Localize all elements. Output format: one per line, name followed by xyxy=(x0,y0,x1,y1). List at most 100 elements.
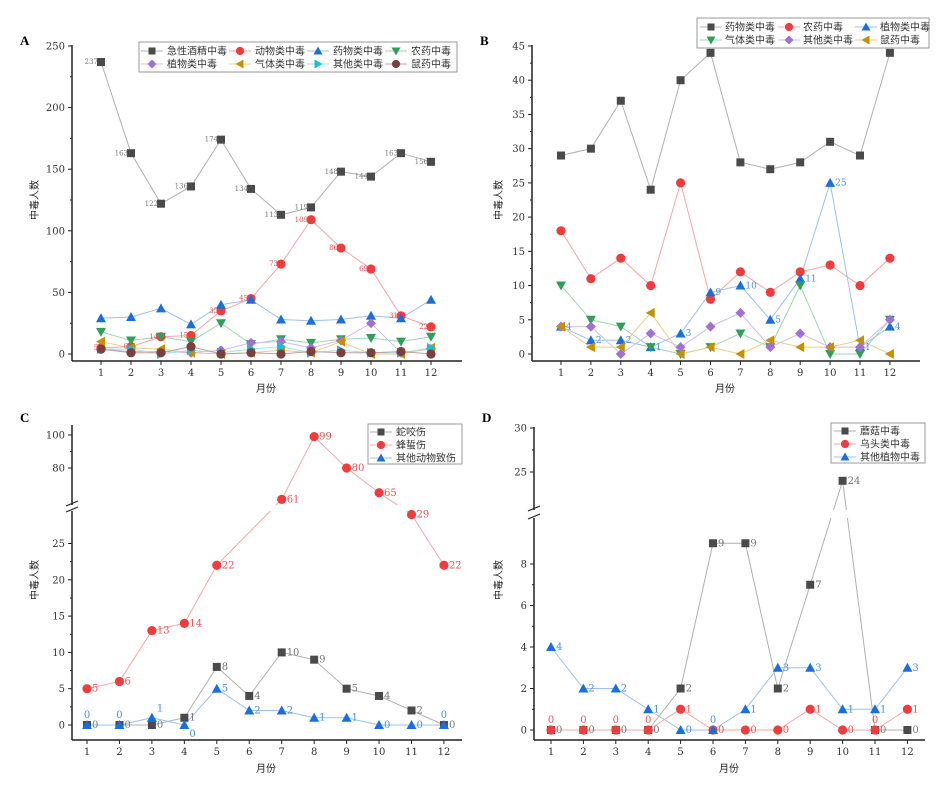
data-label: 2 xyxy=(621,684,627,695)
x-tick-label: 2 xyxy=(580,747,586,758)
legend-marker xyxy=(784,35,794,45)
data-label: 1 xyxy=(656,343,662,353)
x-tick-label: 5 xyxy=(214,747,220,758)
data-point xyxy=(765,287,775,297)
data-point xyxy=(438,720,449,729)
data-label: 24 xyxy=(848,476,861,487)
legend-label: 蛇咬伤 xyxy=(396,426,426,439)
data-point xyxy=(706,48,715,57)
legend-label: 其他植物中毒 xyxy=(860,451,920,464)
legend-marker xyxy=(235,59,244,69)
data-label: 14 xyxy=(189,618,202,629)
data-point xyxy=(396,337,406,347)
x-tick-label: 8 xyxy=(308,368,314,379)
data-label: 29 xyxy=(417,509,430,520)
x-tick-label: 4 xyxy=(181,747,187,758)
x-tick-label: 9 xyxy=(343,747,349,758)
data-label: 0 xyxy=(441,710,447,721)
data-label: 2 xyxy=(626,336,632,346)
data-point xyxy=(773,684,782,693)
data-point xyxy=(855,342,865,353)
series-line xyxy=(560,180,891,301)
data-label: 69 xyxy=(359,265,368,273)
y-axis-label: 中毒人数 xyxy=(28,560,41,600)
data-label: 7 xyxy=(815,580,821,591)
panel-label: B xyxy=(480,33,489,48)
legend-item: 植物类中毒 xyxy=(141,58,217,71)
data-label: 1 xyxy=(352,713,358,724)
data-point xyxy=(766,165,775,174)
data-point xyxy=(366,333,376,343)
data-label: 9 xyxy=(750,538,756,549)
data-label: 237 xyxy=(85,58,98,66)
y-tick-label: 20 xyxy=(512,213,525,224)
data-label: 31 xyxy=(389,312,398,320)
data-label: 22 xyxy=(449,560,462,571)
data-point xyxy=(740,704,751,714)
data-label: 156 xyxy=(415,158,429,166)
legend-item: 植物类中毒 xyxy=(855,21,930,34)
data-point xyxy=(855,350,865,359)
data-label: 73 xyxy=(269,260,278,268)
data-label: 2 xyxy=(254,705,260,716)
data-point xyxy=(374,488,384,498)
data-point xyxy=(615,342,625,353)
data-label: 9 xyxy=(319,655,325,666)
data-label: 2 xyxy=(686,684,692,695)
data-label: 5 xyxy=(94,344,98,352)
x-tick-label: 5 xyxy=(218,368,224,379)
data-point xyxy=(585,335,596,345)
data-point xyxy=(397,149,405,158)
data-label: 14 xyxy=(149,333,158,341)
y-tick-label: 20 xyxy=(52,575,65,586)
legend-item: 农药中毒 xyxy=(385,45,451,58)
legend-item: 乌头类中毒 xyxy=(834,438,910,451)
x-tick-label: 12 xyxy=(438,747,451,758)
data-point xyxy=(406,720,417,729)
x-tick-label: 6 xyxy=(710,747,716,758)
data-point xyxy=(610,683,621,693)
data-label: 9 xyxy=(718,538,724,549)
data-label: 136 xyxy=(175,183,189,191)
data-point xyxy=(837,704,848,714)
data-label: 4 xyxy=(566,322,572,332)
data-label: 0 xyxy=(872,715,878,726)
legend-item: 气体类中毒 xyxy=(700,34,775,47)
y-tick-label: 35 xyxy=(512,110,525,121)
legend-item: 鼠药中毒 xyxy=(855,34,920,47)
data-label: 0 xyxy=(580,715,586,726)
data-point xyxy=(735,307,746,318)
x-tick-label: 11 xyxy=(869,747,882,758)
data-point xyxy=(676,684,685,693)
x-axis-label: 月份 xyxy=(256,763,276,775)
data-point xyxy=(805,662,816,672)
data-point xyxy=(903,726,912,734)
data-point xyxy=(97,58,105,67)
data-point xyxy=(795,281,806,291)
data-label: 1 xyxy=(865,343,871,353)
data-label: 8 xyxy=(222,662,228,673)
y-tick-label: 25 xyxy=(512,178,525,189)
y-tick-label: 10 xyxy=(52,648,65,659)
x-tick-label: 7 xyxy=(742,747,748,758)
legend-item: 鼠药中毒 xyxy=(385,58,451,71)
x-tick-label: 3 xyxy=(618,368,624,379)
data-point xyxy=(884,349,894,359)
data-point xyxy=(336,314,346,324)
data-point xyxy=(426,332,436,342)
data-point xyxy=(374,720,385,729)
data-point xyxy=(772,662,783,672)
legend-marker xyxy=(377,428,385,436)
legend-box xyxy=(696,17,930,49)
data-label: 35 xyxy=(209,307,218,315)
data-point xyxy=(277,210,285,219)
data-label: 0 xyxy=(912,725,918,736)
legend-label: 鼠药中毒 xyxy=(880,34,920,47)
data-point xyxy=(643,704,654,714)
legend-label: 气体类中毒 xyxy=(725,34,775,47)
data-label: 11 xyxy=(805,274,816,284)
data-point xyxy=(616,96,625,105)
data-point xyxy=(336,336,345,347)
